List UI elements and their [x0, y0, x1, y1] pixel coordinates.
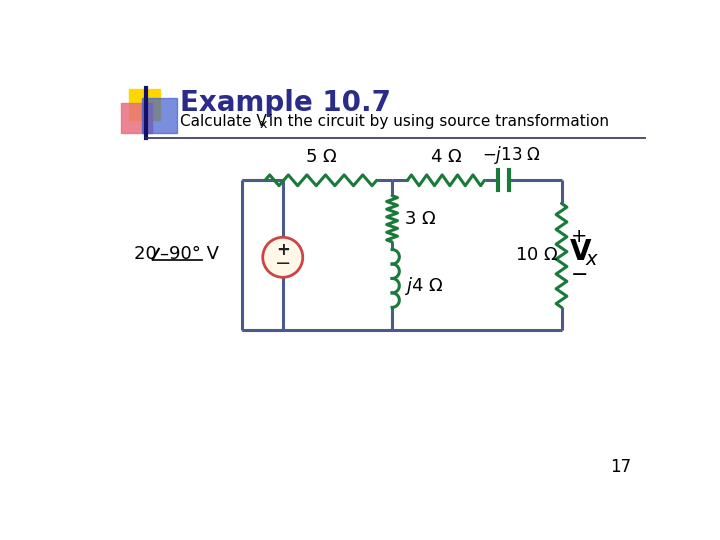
Text: 20: 20 [134, 245, 163, 263]
Text: 10 $\Omega$: 10 $\Omega$ [516, 246, 559, 265]
Text: Example 10.7: Example 10.7 [180, 89, 392, 117]
Text: $-j$13 $\Omega$: $-j$13 $\Omega$ [482, 144, 541, 166]
Text: +: + [571, 227, 588, 246]
Bar [142, 98, 176, 132]
Bar [121, 103, 152, 132]
Text: x: x [260, 118, 267, 131]
Text: Calculate V: Calculate V [180, 113, 267, 129]
Text: –90° V: –90° V [160, 245, 219, 263]
Text: 4 $\Omega$: 4 $\Omega$ [430, 148, 462, 166]
Circle shape [263, 237, 303, 278]
Text: 17: 17 [610, 458, 631, 476]
Text: $j$4 $\Omega$: $j$4 $\Omega$ [404, 275, 443, 297]
Text: in the circuit by using source transformation: in the circuit by using source transform… [264, 113, 609, 129]
Text: −: − [571, 265, 588, 285]
Text: $x$: $x$ [585, 251, 599, 269]
Text: −: − [274, 254, 291, 273]
Text: 5 $\Omega$: 5 $\Omega$ [305, 148, 337, 166]
Text: $\mathbf{V}$: $\mathbf{V}$ [570, 238, 593, 266]
Bar [129, 90, 160, 120]
Text: 3 $\Omega$: 3 $\Omega$ [404, 210, 436, 228]
Text: +: + [276, 241, 289, 259]
